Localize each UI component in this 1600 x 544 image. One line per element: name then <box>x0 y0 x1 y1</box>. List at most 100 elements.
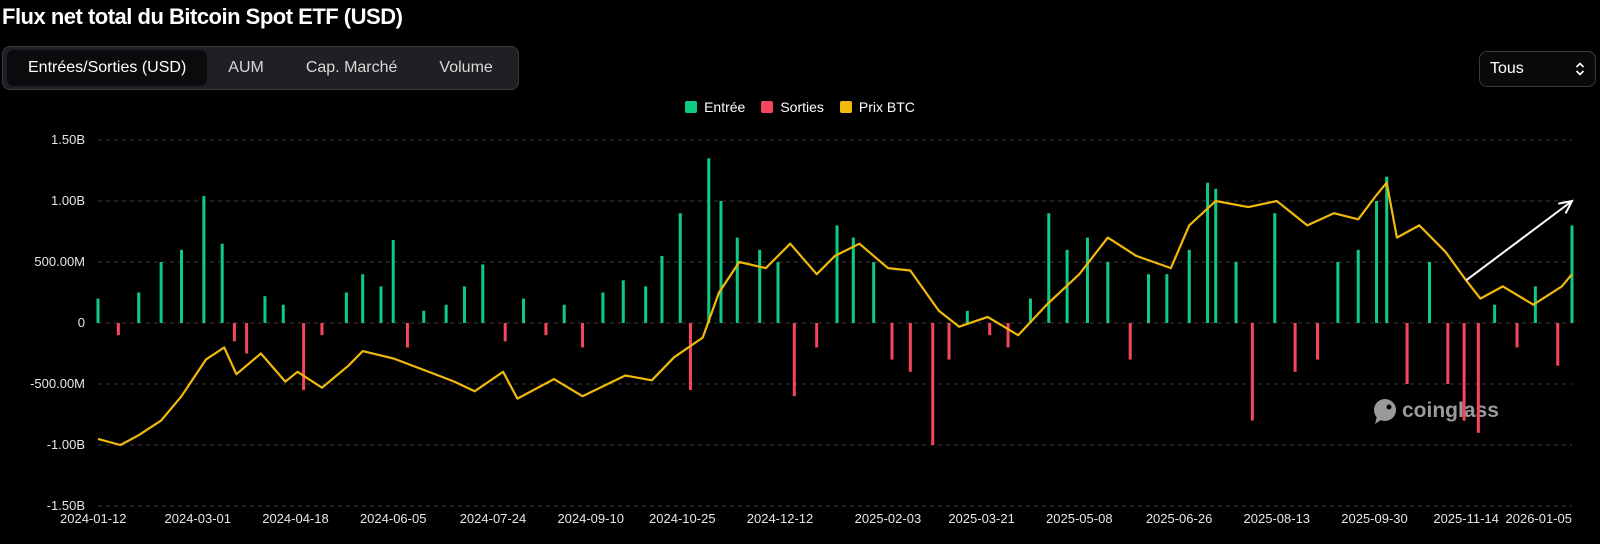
flow-bar <box>621 280 625 323</box>
flow-bar <box>601 292 605 323</box>
x-tick-label: 2024-04-18 <box>262 511 329 526</box>
x-tick-label: 2025-09-30 <box>1341 511 1408 526</box>
flow-bar <box>202 196 206 323</box>
flow-bar <box>1336 262 1340 323</box>
metric-tabs: Entrées/Sorties (USD) AUM Cap. Marché Vo… <box>2 46 519 90</box>
flow-bar <box>281 304 285 323</box>
flow-bar <box>1446 323 1450 384</box>
flow-bar <box>503 323 507 342</box>
flow-bar <box>1293 323 1297 372</box>
flow-bar <box>1375 201 1379 323</box>
flow-bar <box>1405 323 1409 384</box>
flow-bar <box>1462 323 1466 421</box>
flow-bar <box>1385 176 1389 323</box>
x-tick-label: 2025-06-26 <box>1146 511 1213 526</box>
flow-bar <box>481 264 485 323</box>
legend-swatch-outflow <box>761 101 774 113</box>
x-tick-label: 2025-05-08 <box>1046 511 1113 526</box>
flow-bar <box>116 323 120 336</box>
x-tick-label: 2025-08-13 <box>1244 511 1311 526</box>
flow-bar <box>405 323 409 348</box>
flow-bar <box>1028 298 1032 323</box>
flow-bar <box>947 323 951 360</box>
flow-bar <box>988 323 992 336</box>
flow-bar <box>835 225 839 323</box>
x-tick-label: 2024-01-12 <box>60 511 127 526</box>
flow-bar <box>361 274 365 323</box>
flow-bar <box>220 243 224 323</box>
flow-bar <box>462 286 466 323</box>
flow-bar <box>1273 213 1277 323</box>
flow-bar <box>1147 274 1151 323</box>
flow-bar <box>232 323 236 342</box>
flow-bar <box>159 262 163 323</box>
x-tick-label: 2024-10-25 <box>649 511 716 526</box>
x-tick-label: 2025-03-21 <box>948 511 1015 526</box>
flow-bar <box>707 158 711 323</box>
y-tick-label: -1.00B <box>47 437 85 452</box>
flow-bar <box>1085 237 1089 323</box>
trend-arrow-line <box>1465 200 1573 282</box>
tab-market-cap[interactable]: Cap. Marché <box>305 59 398 76</box>
legend-swatch-btc-price <box>839 101 852 113</box>
flow-bar <box>581 323 585 348</box>
chevron-updown-icon <box>1575 61 1585 77</box>
flow-bar <box>776 262 780 323</box>
flow-bar <box>1234 262 1238 323</box>
annotation-layer <box>1465 199 1574 282</box>
legend-label-btc-price: Prix BTC <box>858 99 915 115</box>
time-range-value: Tous <box>1490 60 1524 77</box>
legend-label-outflow: Sorties <box>780 99 824 115</box>
y-tick-label: 1.00B <box>51 193 85 208</box>
x-tick-label: 2024-09-10 <box>557 511 624 526</box>
x-tick-label: 2025-02-03 <box>855 511 922 526</box>
flow-bar <box>245 323 249 354</box>
flow-bar <box>1533 286 1537 323</box>
flow-bar <box>931 323 935 445</box>
legend-swatch-inflow <box>685 101 698 113</box>
x-tick-label: 2024-07-24 <box>460 511 527 526</box>
coinglass-logo-icon <box>1374 399 1396 424</box>
tab-volume[interactable]: Volume <box>439 59 493 76</box>
flow-bar <box>792 323 796 397</box>
legend-label-inflow: Entrée <box>704 99 746 115</box>
flow-bar <box>444 304 448 323</box>
flow-bar <box>758 249 762 323</box>
page-title: Flux net total du Bitcoin Spot ETF (USD) <box>2 4 403 29</box>
line-layer <box>97 181 1573 447</box>
y-tick-label: 1.50B <box>51 132 85 147</box>
flow-bar <box>302 323 306 391</box>
x-tick-label: 2025-11-14 <box>1433 511 1499 526</box>
flow-bar <box>735 237 739 323</box>
watermark-text: coinglass <box>1402 399 1499 422</box>
flow-bar <box>522 298 526 323</box>
flow-bar <box>851 237 855 323</box>
flow-bar <box>344 292 348 323</box>
legend-item-btc-price[interactable]: Prix BTC <box>839 99 915 115</box>
flow-bar <box>391 240 395 323</box>
legend-item-outflow[interactable]: Sorties <box>761 99 824 115</box>
flow-bar <box>137 292 141 323</box>
flow-bar <box>1165 274 1169 323</box>
grid-layer <box>98 139 1572 507</box>
tab-aum[interactable]: AUM <box>228 59 264 76</box>
flow-bar <box>688 323 692 391</box>
y-tick-label: 500.00M <box>34 254 85 269</box>
flow-bar <box>719 201 723 323</box>
tab-inflows-outflows[interactable]: Entrées/Sorties (USD) <box>7 50 208 86</box>
trend-arrow-head <box>1558 199 1574 214</box>
flow-bar <box>1250 323 1254 421</box>
btc-price-line <box>97 181 1573 447</box>
flow-bar <box>1316 323 1320 360</box>
flow-bar <box>815 323 819 348</box>
x-tick-label: 2024-06-05 <box>360 511 427 526</box>
time-range-select[interactable]: Tous <box>1479 51 1596 87</box>
legend-item-inflow[interactable]: Entrée <box>685 99 745 115</box>
y-tick-label: 0 <box>78 315 85 330</box>
coinglass-watermark: coinglass <box>1374 399 1499 424</box>
flow-bar <box>1476 323 1480 433</box>
flow-bar <box>263 296 267 323</box>
flow-bar <box>872 262 876 323</box>
flow-bar <box>1187 249 1191 323</box>
